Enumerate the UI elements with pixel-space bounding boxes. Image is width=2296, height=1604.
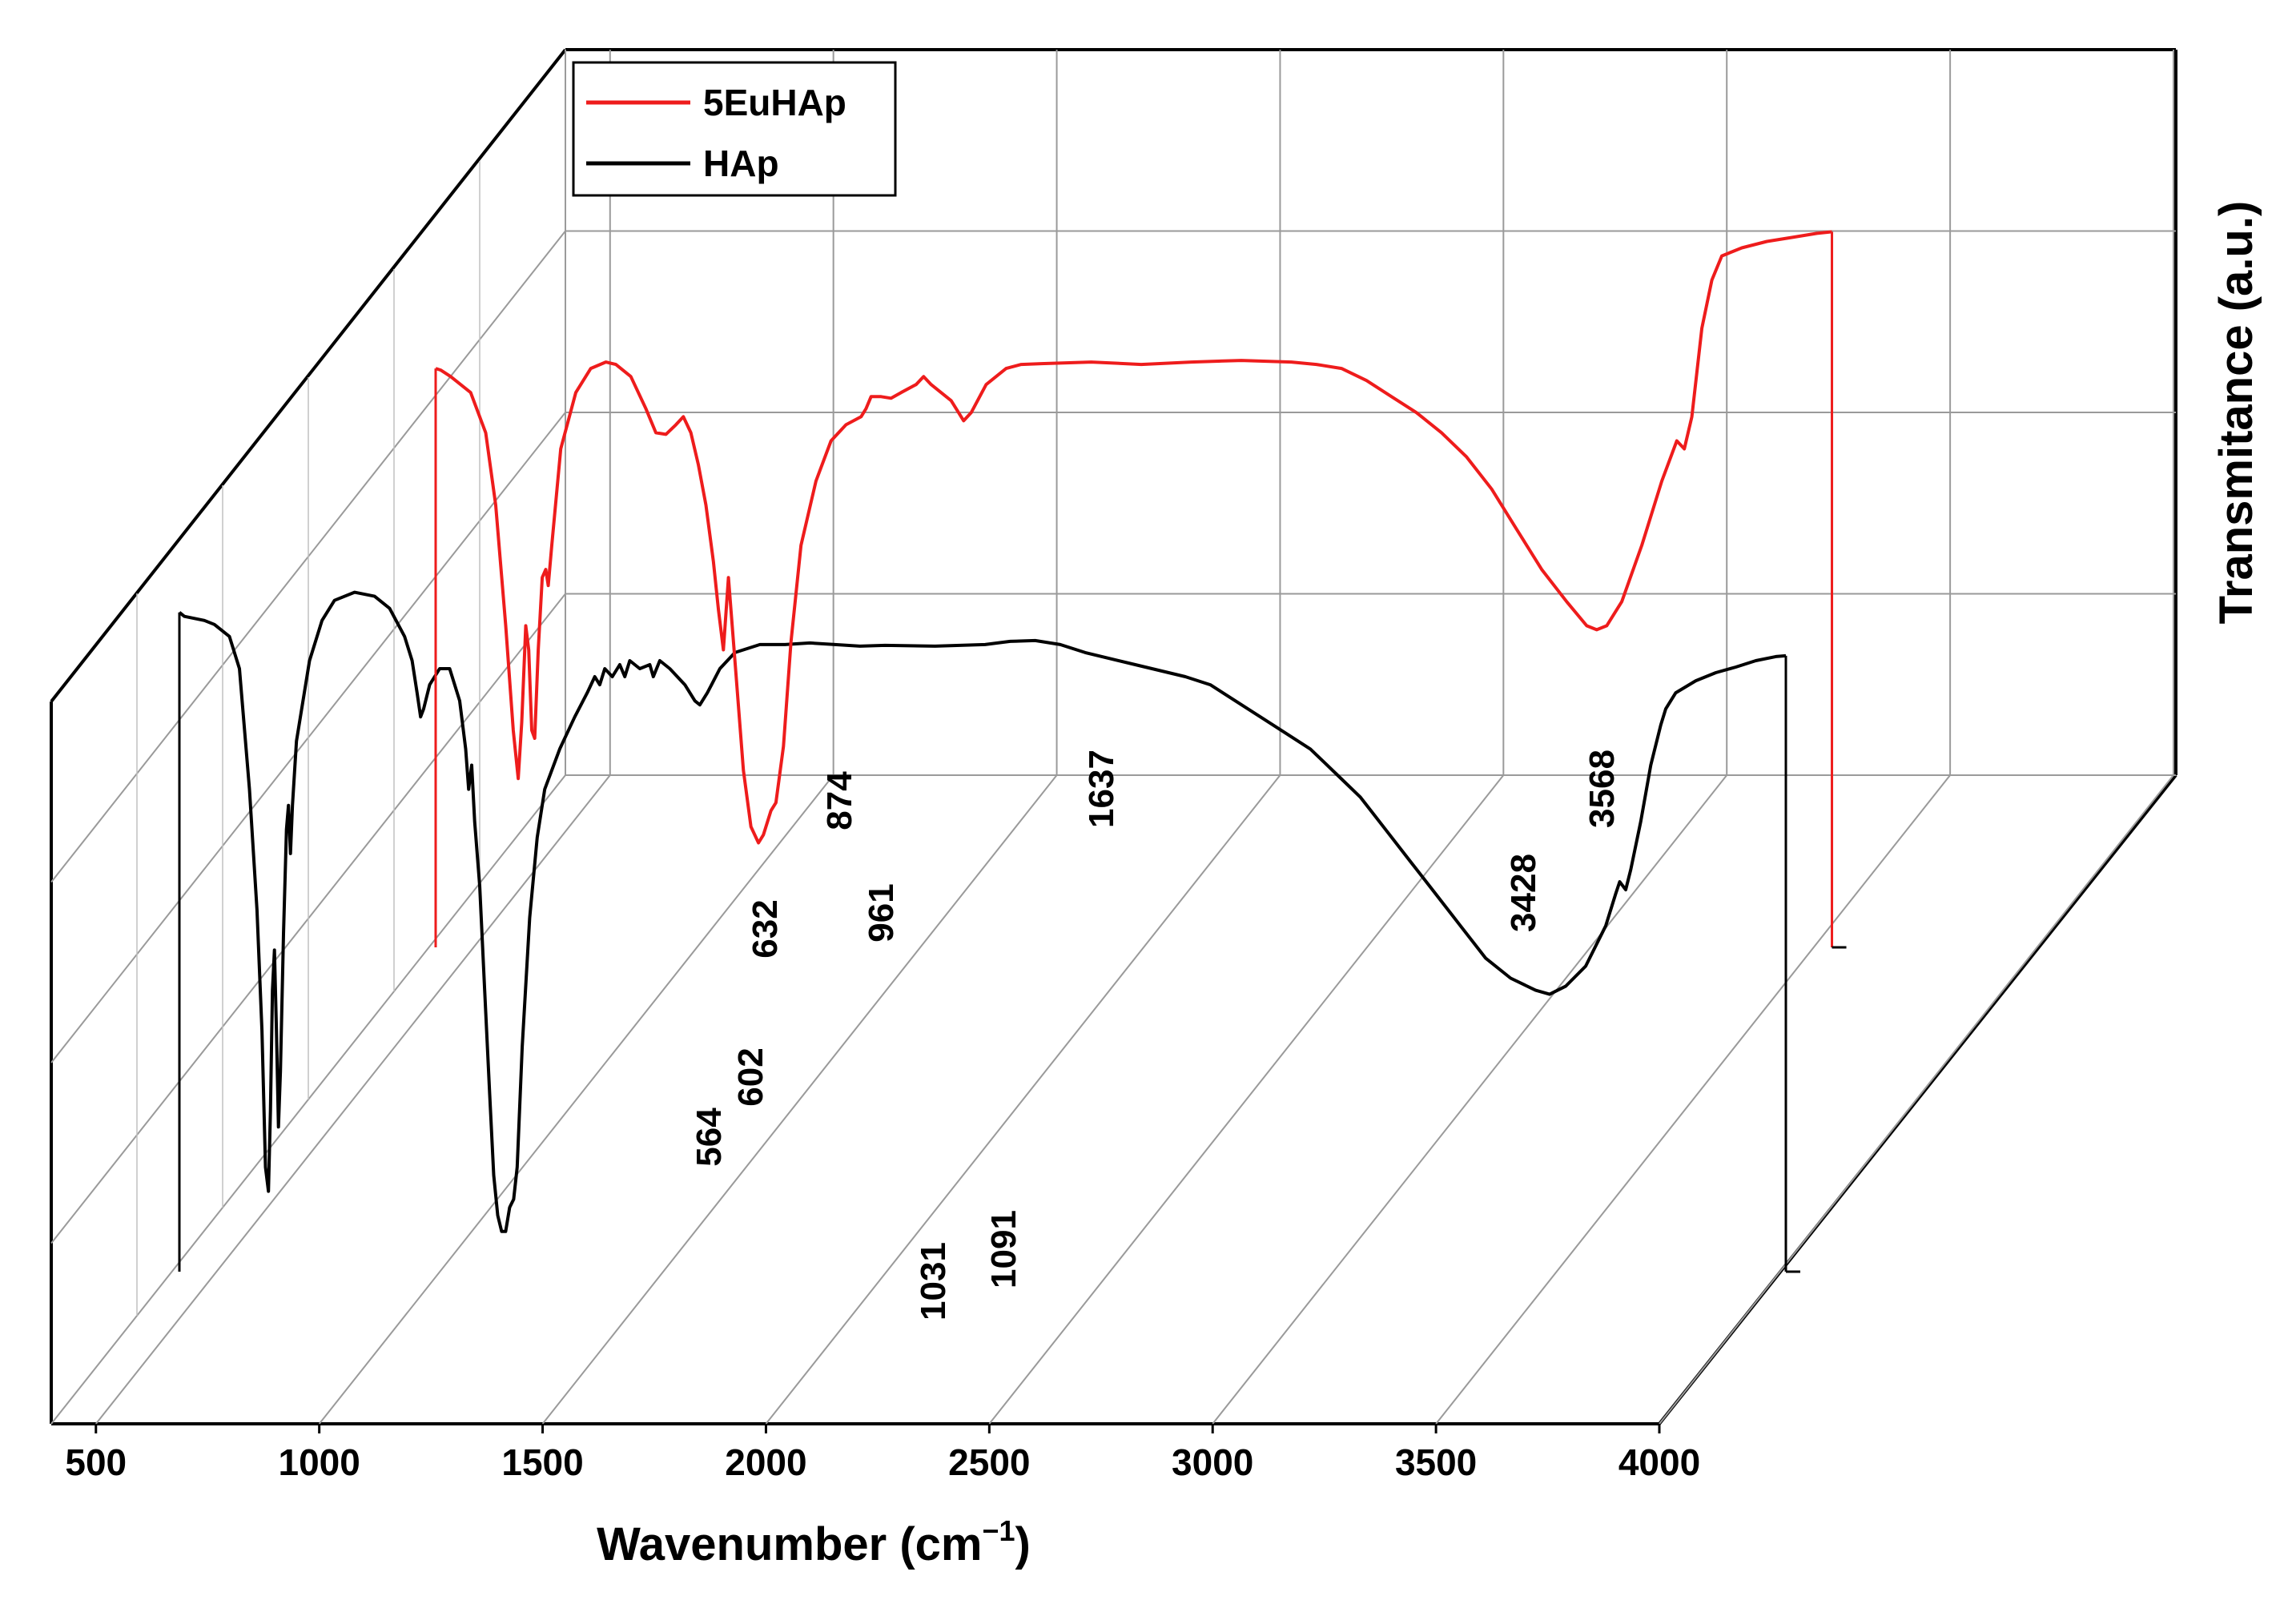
peak-label-602: 602 [731,1047,770,1106]
peak-label-564: 564 [690,1108,729,1167]
y-axis-title: Transmitance (a.u.) [2210,201,2262,625]
series-layer [178,230,1847,1273]
x-tick-label: 2500 [948,1441,1030,1483]
x-tick-label: 4000 [1618,1441,1700,1483]
box-frame [50,48,2177,1425]
axis-ticks [94,1424,1661,1433]
x-tick-label: 500 [65,1441,127,1483]
peak-label-1637: 1637 [1082,750,1121,828]
legend-box [572,61,897,197]
peak-label-874: 874 [820,771,859,830]
legend-label-hap: HAp [703,143,779,184]
legend-label-5euhap: 5EuHAp [703,82,846,123]
series-line-hap [178,590,1787,1233]
floor-gridline [541,774,1058,1425]
peak-label-3428: 3428 [1504,854,1543,932]
floor-gridline [988,774,1505,1425]
floor-gridline [1659,774,2174,1425]
peak-label-1031: 1031 [914,1242,953,1321]
peak-label-1091: 1091 [984,1210,1023,1288]
x-axis-title-close: ) [1015,1518,1031,1570]
x-axis-title-sup: −1 [982,1514,1015,1547]
floor-gridline [1435,774,1951,1425]
floor-gridline [94,774,611,1425]
x-axis-title: Wavenumber (cm−1) [597,1514,1031,1570]
peak-label-961: 961 [862,883,901,942]
legend: 5EuHAp HAp [572,61,897,197]
floor-gridline [765,774,1281,1425]
frame-left-diagonal [50,48,567,703]
x-tick-label: 2000 [725,1441,806,1483]
x-tick-label: 1500 [501,1441,583,1483]
series-line-5euhap [435,230,1832,845]
x-tick-label: 1000 [278,1441,360,1483]
x-tick-label: 3500 [1395,1441,1477,1483]
floor-gridline [318,774,834,1425]
x-tick-label: 3000 [1172,1441,1253,1483]
peak-label-3568: 3568 [1582,750,1622,828]
grid-lines [50,50,2176,1425]
tick-labels: 500 1000 1500 2000 2500 3000 3500 4000 [65,1441,1700,1483]
floor-gridline [1212,774,1728,1425]
peak-label-632: 632 [746,899,785,958]
